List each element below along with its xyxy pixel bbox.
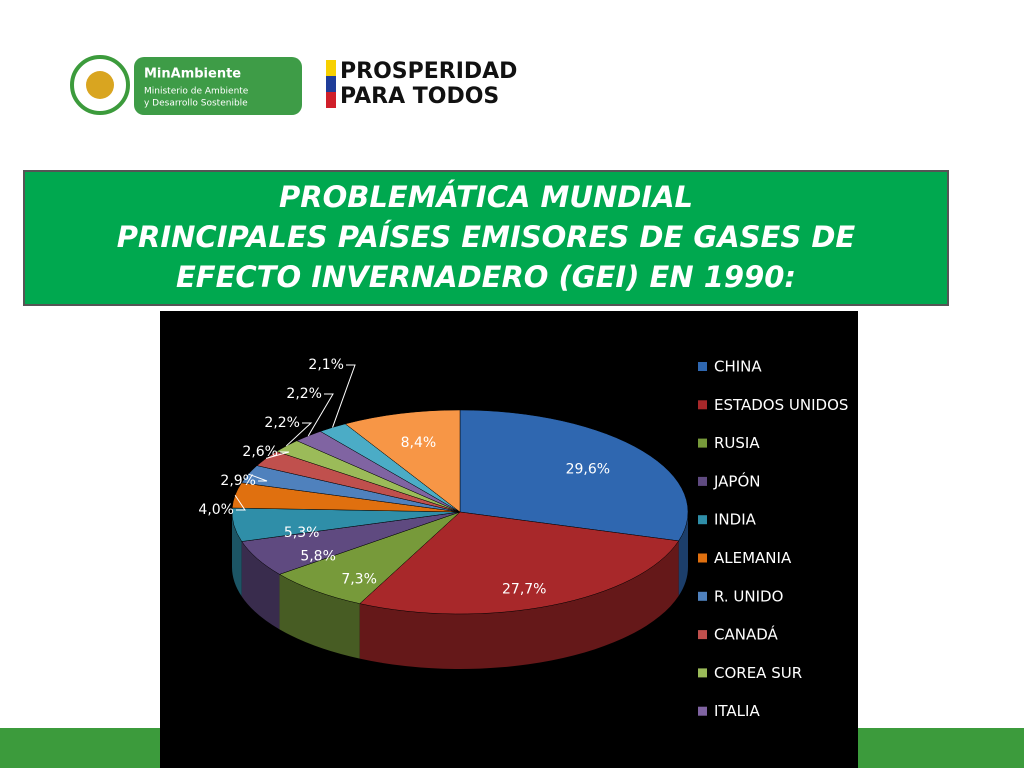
legend-label: CANADÁ (714, 625, 779, 644)
legend-label: ESTADOS UNIDOS (714, 396, 848, 414)
leader-line (265, 451, 290, 459)
legend-label: ITALIA (714, 702, 760, 720)
crest-center (86, 71, 114, 99)
legend-swatch (698, 668, 707, 678)
flag-red (326, 92, 336, 108)
legend-swatch (698, 553, 707, 563)
legend-label: RUSIA (714, 434, 760, 452)
data-label: 4,0% (198, 502, 234, 518)
legend-label: CHINA (714, 358, 762, 376)
pie-side (359, 540, 679, 669)
data-label: 8,4% (401, 435, 437, 451)
leader-line (307, 393, 334, 437)
legend-swatch (698, 476, 707, 486)
flag-yellow (326, 60, 336, 76)
leader-line (234, 494, 246, 511)
title-line: EFECTO INVERNADERO (GEI) EN 1990: (176, 260, 796, 294)
leader-line (285, 422, 313, 447)
legend-swatch (698, 438, 707, 448)
legend-swatch (698, 362, 707, 371)
slogan: PROSPERIDAD (340, 59, 517, 84)
legend-label: ALEMANIA (714, 549, 792, 567)
ministry-name: MinAmbiente (144, 67, 241, 82)
data-label: 27,7% (502, 581, 546, 597)
data-label: 2,1% (308, 357, 344, 373)
data-label: 2,9% (220, 473, 256, 489)
title-line: PROBLEMÁTICA MUNDIAL (279, 180, 693, 214)
title-line: PRINCIPALES PAÍSES EMISORES DE GASES DE (117, 220, 856, 254)
pie-slice (459, 409, 689, 542)
legend-label: R. UNIDO (714, 587, 783, 605)
pie-slice (359, 511, 680, 615)
data-label: 7,3% (341, 571, 377, 587)
data-label: 5,3% (284, 525, 320, 541)
legend-swatch (698, 515, 707, 525)
pie-side (232, 512, 242, 597)
data-label: 2,2% (286, 386, 322, 402)
legend-swatch (698, 706, 707, 716)
title-box (23, 170, 949, 306)
leader-line (332, 364, 356, 428)
legend-label: INDIA (714, 511, 757, 529)
data-label: 5,8% (300, 549, 336, 565)
pie-slice (344, 409, 461, 513)
data-label: 2,6% (242, 444, 278, 460)
ministry-line: Ministerio de Ambiente (144, 87, 249, 97)
legend-label: JAPÓN (713, 471, 761, 490)
legend-swatch (698, 591, 707, 601)
leader-line (248, 473, 268, 482)
slogan: PARA TODOS (340, 84, 499, 109)
pie-side (241, 541, 280, 630)
flag-blue (326, 76, 336, 92)
legend-swatch (698, 630, 707, 640)
pie-slice (278, 511, 461, 604)
ministry-badge (134, 57, 302, 115)
ministry-line: y Desarrollo Sostenible (144, 99, 248, 109)
pie-side (678, 512, 688, 596)
legend-swatch (698, 400, 707, 410)
pie-side (279, 574, 360, 659)
data-label: 29,6% (566, 461, 610, 477)
data-label: 2,2% (264, 415, 300, 431)
legend-label: COREA SUR (714, 664, 802, 682)
